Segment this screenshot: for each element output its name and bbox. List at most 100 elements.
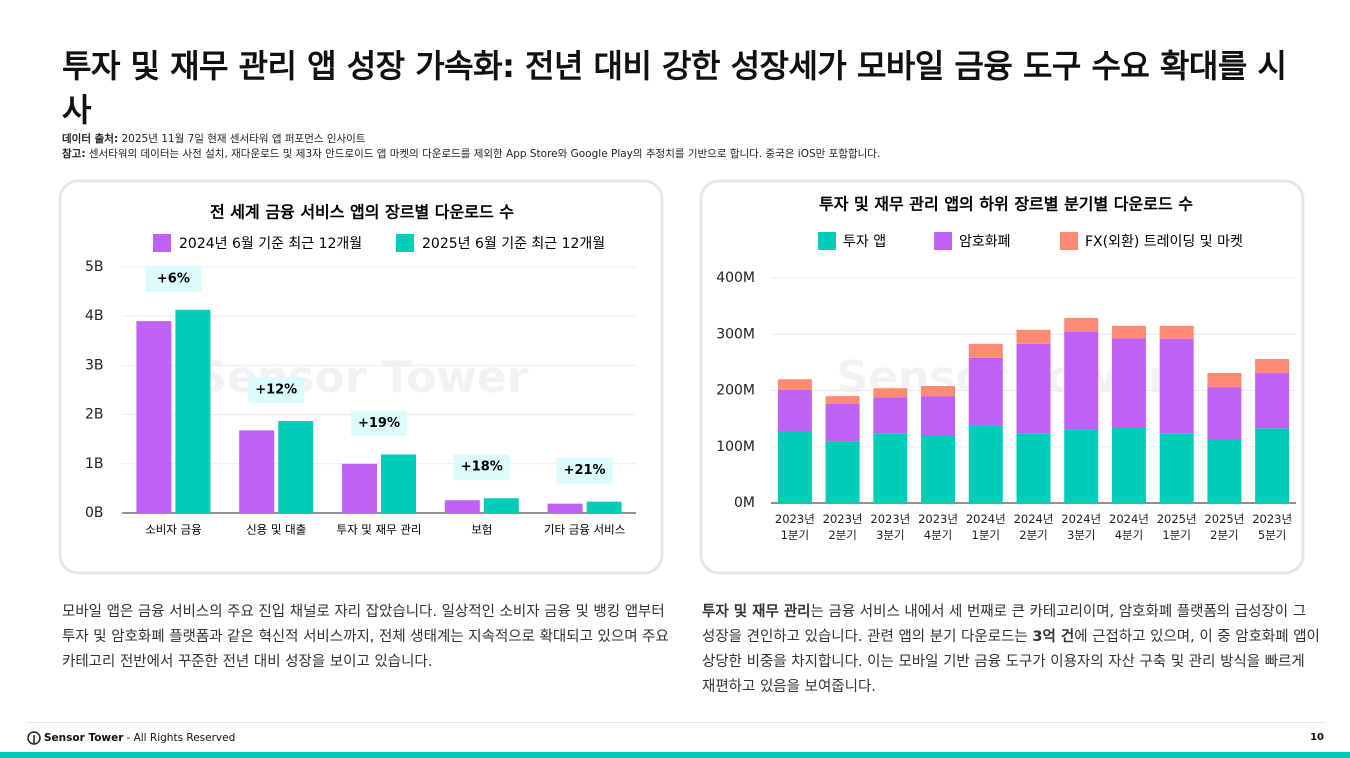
y-tick-label: 400M <box>716 270 755 286</box>
body-left: 모바일 앱은 금융 서비스의 주요 진입 채널로 자리 잡았습니다. 일상적인 … <box>62 604 669 670</box>
source-line: 데이터 출처: 2025년 11월 7일 현재 센서타워 앱 퍼포먼스 인사이트 <box>62 131 366 146</box>
bar <box>547 503 583 513</box>
bar-segment <box>1255 373 1290 429</box>
bar-segment <box>825 396 860 404</box>
legend-swatch <box>153 234 171 252</box>
bold-text: 투자 및 재무 관리 <box>702 604 811 620</box>
annotation: +18% <box>461 460 503 475</box>
rights: - All Rights Reserved <box>126 732 236 744</box>
x-tick-label: 2023년 2분기 <box>822 512 863 542</box>
y-tick-label: 0B <box>85 505 104 521</box>
legend-label: FX(외환) 트레이딩 및 마켓 <box>1085 234 1243 250</box>
bar-segment <box>825 441 860 503</box>
bar-segment <box>1255 359 1290 374</box>
legend-swatch <box>934 232 952 250</box>
bar-segment <box>777 431 812 503</box>
footer-rule <box>26 722 1326 723</box>
annotation: +21% <box>564 463 606 478</box>
x-tick-label: 2024년 3분기 <box>1061 512 1102 542</box>
bottom-bar <box>0 752 1350 758</box>
bar <box>381 454 416 513</box>
annotation-box <box>351 410 407 437</box>
bar-segment <box>873 388 908 398</box>
bar-segment <box>1159 433 1194 503</box>
source-text: 2025년 11월 7일 현재 센서타워 앱 퍼포먼스 인사이트 <box>121 133 366 145</box>
annotation-box <box>556 457 613 484</box>
text: 에 근접하고 있으며, 이 중 암호화폐 앱이 상당한 비중을 차지합니다. 이… <box>702 629 1320 695</box>
annotation: +12% <box>255 382 297 397</box>
bar-segment <box>1064 332 1099 430</box>
legend-swatch <box>1060 232 1078 250</box>
bar-segment <box>825 404 860 442</box>
bar-segment <box>1016 433 1051 503</box>
y-tick-label: 200M <box>716 383 755 399</box>
x-tick-label: 2024년 1분기 <box>965 512 1006 542</box>
bar-segment <box>873 397 908 434</box>
bar-segment <box>968 425 1003 503</box>
annotation-box <box>248 376 305 403</box>
x-tick-label: 2025년 2분기 <box>1204 512 1245 542</box>
chart-title: 투자 및 재무 관리 앱의 하위 장르별 분기별 다운로드 수 <box>819 195 1193 214</box>
bar-segment <box>777 379 812 390</box>
watermark: Sensor Tower <box>196 352 529 403</box>
x-tick-label: 보험 <box>471 523 492 537</box>
logo-text: Sensor Tower <box>44 732 124 744</box>
legend-swatch <box>396 234 414 252</box>
card <box>58 179 664 575</box>
bar <box>239 430 275 513</box>
bar <box>175 309 211 513</box>
annotation: +6% <box>157 271 190 286</box>
bar <box>586 501 622 513</box>
y-tick-label: 1B <box>85 456 104 472</box>
y-tick-label: 0M <box>734 495 755 511</box>
bar-segment <box>921 396 956 437</box>
footer: Sensor Tower - All Rights Reserved <box>27 731 235 745</box>
body-right: 투자 및 재무 관리는 금융 서비스 내에서 세 번째로 큰 카테고리이며, 암… <box>702 600 1320 700</box>
y-tick-label: 300M <box>716 326 755 342</box>
bar-segment <box>1064 429 1099 503</box>
bar-segment <box>968 343 1003 358</box>
y-tick-label: 2B <box>85 407 104 423</box>
y-tick-label: 3B <box>85 357 104 373</box>
bar-segment <box>1111 338 1146 428</box>
bar <box>342 463 377 513</box>
bar-segment <box>777 389 812 431</box>
legend-label: 암호화폐 <box>959 234 1011 250</box>
x-tick-label: 2023년 1분기 <box>774 512 815 542</box>
annotation-box <box>145 265 202 292</box>
x-tick-label: 2024년 4분기 <box>1109 512 1149 542</box>
x-tick-label: 2024년 2분기 <box>1013 512 1054 542</box>
bar <box>483 498 519 513</box>
y-tick-label: 5B <box>85 259 104 275</box>
chart-title: 전 세계 금융 서비스 앱의 장르별 다운로드 수 <box>210 203 514 222</box>
y-tick-label: 4B <box>85 308 104 324</box>
bar <box>444 500 480 513</box>
legend-label: 2025년 6월 기준 최근 12개월 <box>422 236 605 252</box>
bar-segment <box>1207 373 1242 388</box>
slide-title: 투자 및 재무 관리 앱 성장 가속화: 전년 대비 강한 성장세가 모바일 금… <box>62 47 1287 129</box>
x-tick-label: 소비자 금융 <box>145 523 202 537</box>
bar-segment <box>1255 428 1290 503</box>
bold-text: 3억 건 <box>1032 629 1075 645</box>
x-tick-label: 2023년 4분기 <box>918 512 958 542</box>
note-line: 참고: 센서타워의 데이터는 사전 설치, 재다운로드 및 제3자 안드로이드 … <box>62 146 880 161</box>
text: 는 금융 서비스 내에서 세 번째로 큰 카테고리이며, 암호화폐 플랫폼의 급… <box>702 604 1307 645</box>
legend-label: 투자 앱 <box>843 234 886 250</box>
bar-segment <box>921 436 956 503</box>
bar-segment <box>1064 317 1099 332</box>
bar <box>136 321 172 513</box>
bar-segment <box>968 357 1003 426</box>
page-number: 10 <box>1310 732 1324 743</box>
bar-segment <box>1207 387 1242 440</box>
bar <box>278 420 314 513</box>
bar-segment <box>1016 329 1051 344</box>
bar-segment <box>1207 440 1242 503</box>
annotation-box <box>453 454 510 481</box>
bar-segment <box>1159 325 1194 339</box>
x-tick-label: 2023년 3분기 <box>870 512 911 542</box>
bar-segment <box>921 386 956 397</box>
bar-segment <box>1016 343 1051 434</box>
x-tick-label: 투자 및 재무 관리 <box>336 523 421 537</box>
legend-label: 2024년 6월 기준 최근 12개월 <box>179 236 362 252</box>
